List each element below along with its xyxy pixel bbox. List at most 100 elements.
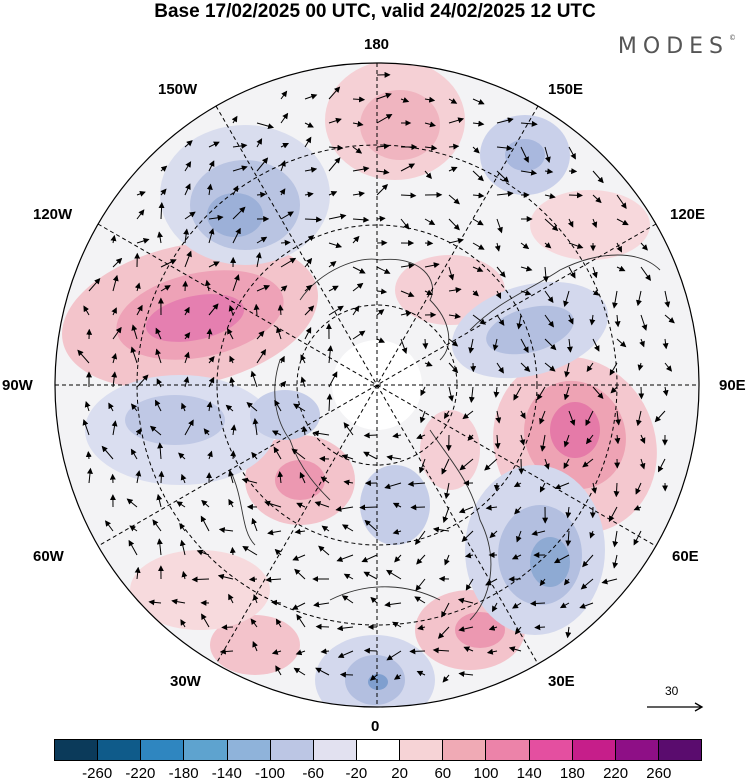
wind-vector xyxy=(448,98,458,104)
wind-vector xyxy=(612,530,619,548)
wind-vector xyxy=(328,285,339,292)
wind-vector xyxy=(206,328,213,340)
wind-vector xyxy=(232,274,240,292)
wind-vector xyxy=(280,112,289,124)
wind-vector xyxy=(563,578,571,586)
wind-vector xyxy=(639,434,646,444)
wind-vector xyxy=(400,310,412,317)
lon-label-150w: 150W xyxy=(158,81,198,98)
wind-vector xyxy=(472,266,484,272)
wind-vector xyxy=(592,338,600,352)
wind-vector xyxy=(662,338,669,350)
wind-vector xyxy=(135,470,142,484)
colorbar-tick-label: 220 xyxy=(603,765,629,782)
wind-vector xyxy=(304,234,315,244)
wind-vector xyxy=(664,290,671,308)
wind-vector xyxy=(149,425,162,436)
wind-vector xyxy=(415,578,426,592)
wind-vector xyxy=(160,165,168,172)
lon-label-90e: 90E xyxy=(719,377,746,394)
wind-vector xyxy=(393,673,402,680)
colorbar-cell xyxy=(400,740,444,760)
wind-vector xyxy=(294,528,306,535)
wind-vector xyxy=(448,143,460,150)
wind-vector xyxy=(565,626,572,639)
wind-vector xyxy=(232,185,239,196)
wind-vector xyxy=(328,242,343,249)
wind-vector xyxy=(294,568,306,580)
wind-vector xyxy=(128,539,138,556)
wind-vector xyxy=(424,361,433,367)
wind-vector xyxy=(111,371,118,388)
wind-vector xyxy=(328,144,344,151)
wind-vector xyxy=(492,338,499,351)
wind-vector xyxy=(304,216,323,223)
wind-vector xyxy=(129,525,138,532)
wind-vector xyxy=(291,448,306,460)
wind-vector xyxy=(492,602,498,613)
wind-vector xyxy=(208,356,215,364)
wind-vector xyxy=(531,530,546,536)
wind-vector xyxy=(424,289,433,295)
wind-vector xyxy=(582,458,594,468)
wind-vector xyxy=(615,410,622,426)
colorbar-cell xyxy=(227,740,271,760)
wind-vector xyxy=(489,530,498,539)
wind-vector xyxy=(343,479,354,486)
wind-vector xyxy=(376,309,385,316)
wind-vector xyxy=(280,160,286,172)
wind-vector xyxy=(591,218,598,229)
wind-vector xyxy=(384,601,402,608)
wind-vector xyxy=(422,338,429,350)
wind-vector xyxy=(225,404,234,412)
wind-vector xyxy=(640,242,648,251)
wind-vector xyxy=(134,282,141,292)
wind-vector xyxy=(639,458,646,470)
anomaly-patch-positive xyxy=(275,460,325,500)
wind-vector xyxy=(639,338,645,348)
wind-vector xyxy=(614,314,621,328)
wind-vector xyxy=(341,454,354,460)
colorbar-ticks: -260 -220 -180 -140 -100 -60 -20 20 60 100 140 180 2… xyxy=(54,765,702,783)
colorbar-cell xyxy=(98,740,142,760)
wind-vector xyxy=(458,626,474,632)
wind-vector xyxy=(328,157,341,172)
wind-vector xyxy=(267,529,282,536)
lon-label-60e: 60E xyxy=(672,548,699,565)
wind-vector xyxy=(386,569,402,580)
wind-vector xyxy=(544,218,559,232)
lon-label-30e: 30E xyxy=(548,673,575,690)
wind-vector xyxy=(448,362,459,374)
wind-vector xyxy=(461,530,474,542)
wind-vector xyxy=(635,410,642,427)
wind-vector xyxy=(208,261,220,268)
colorbar-cell xyxy=(270,740,314,760)
wind-vector xyxy=(112,257,123,268)
wind-vector xyxy=(392,432,402,439)
wind-vector xyxy=(424,144,438,151)
wind-vector xyxy=(410,504,426,511)
wind-vector xyxy=(472,146,480,154)
wind-vector xyxy=(514,506,522,515)
colorbar xyxy=(54,739,702,761)
wind-vector xyxy=(614,434,621,445)
anomaly-patch-positive xyxy=(360,90,440,160)
wind-vector xyxy=(539,410,546,425)
wind-vector xyxy=(160,188,167,196)
wind-vector xyxy=(148,599,162,606)
wind-vector xyxy=(640,314,648,331)
map-disc-border xyxy=(54,62,700,708)
wind-vector xyxy=(496,145,513,151)
wind-vector xyxy=(448,218,460,231)
wind-vector xyxy=(635,482,642,495)
wind-vector xyxy=(609,362,618,376)
wind-vector xyxy=(544,193,556,200)
wind-vector xyxy=(417,624,426,631)
lon-label-90w: 90W xyxy=(2,377,33,394)
wind-vector xyxy=(586,362,594,373)
wind-vector xyxy=(400,290,415,298)
colorbar-tick-label: 20 xyxy=(391,765,408,782)
wind-vector xyxy=(472,218,484,226)
wind-vector xyxy=(520,242,530,250)
